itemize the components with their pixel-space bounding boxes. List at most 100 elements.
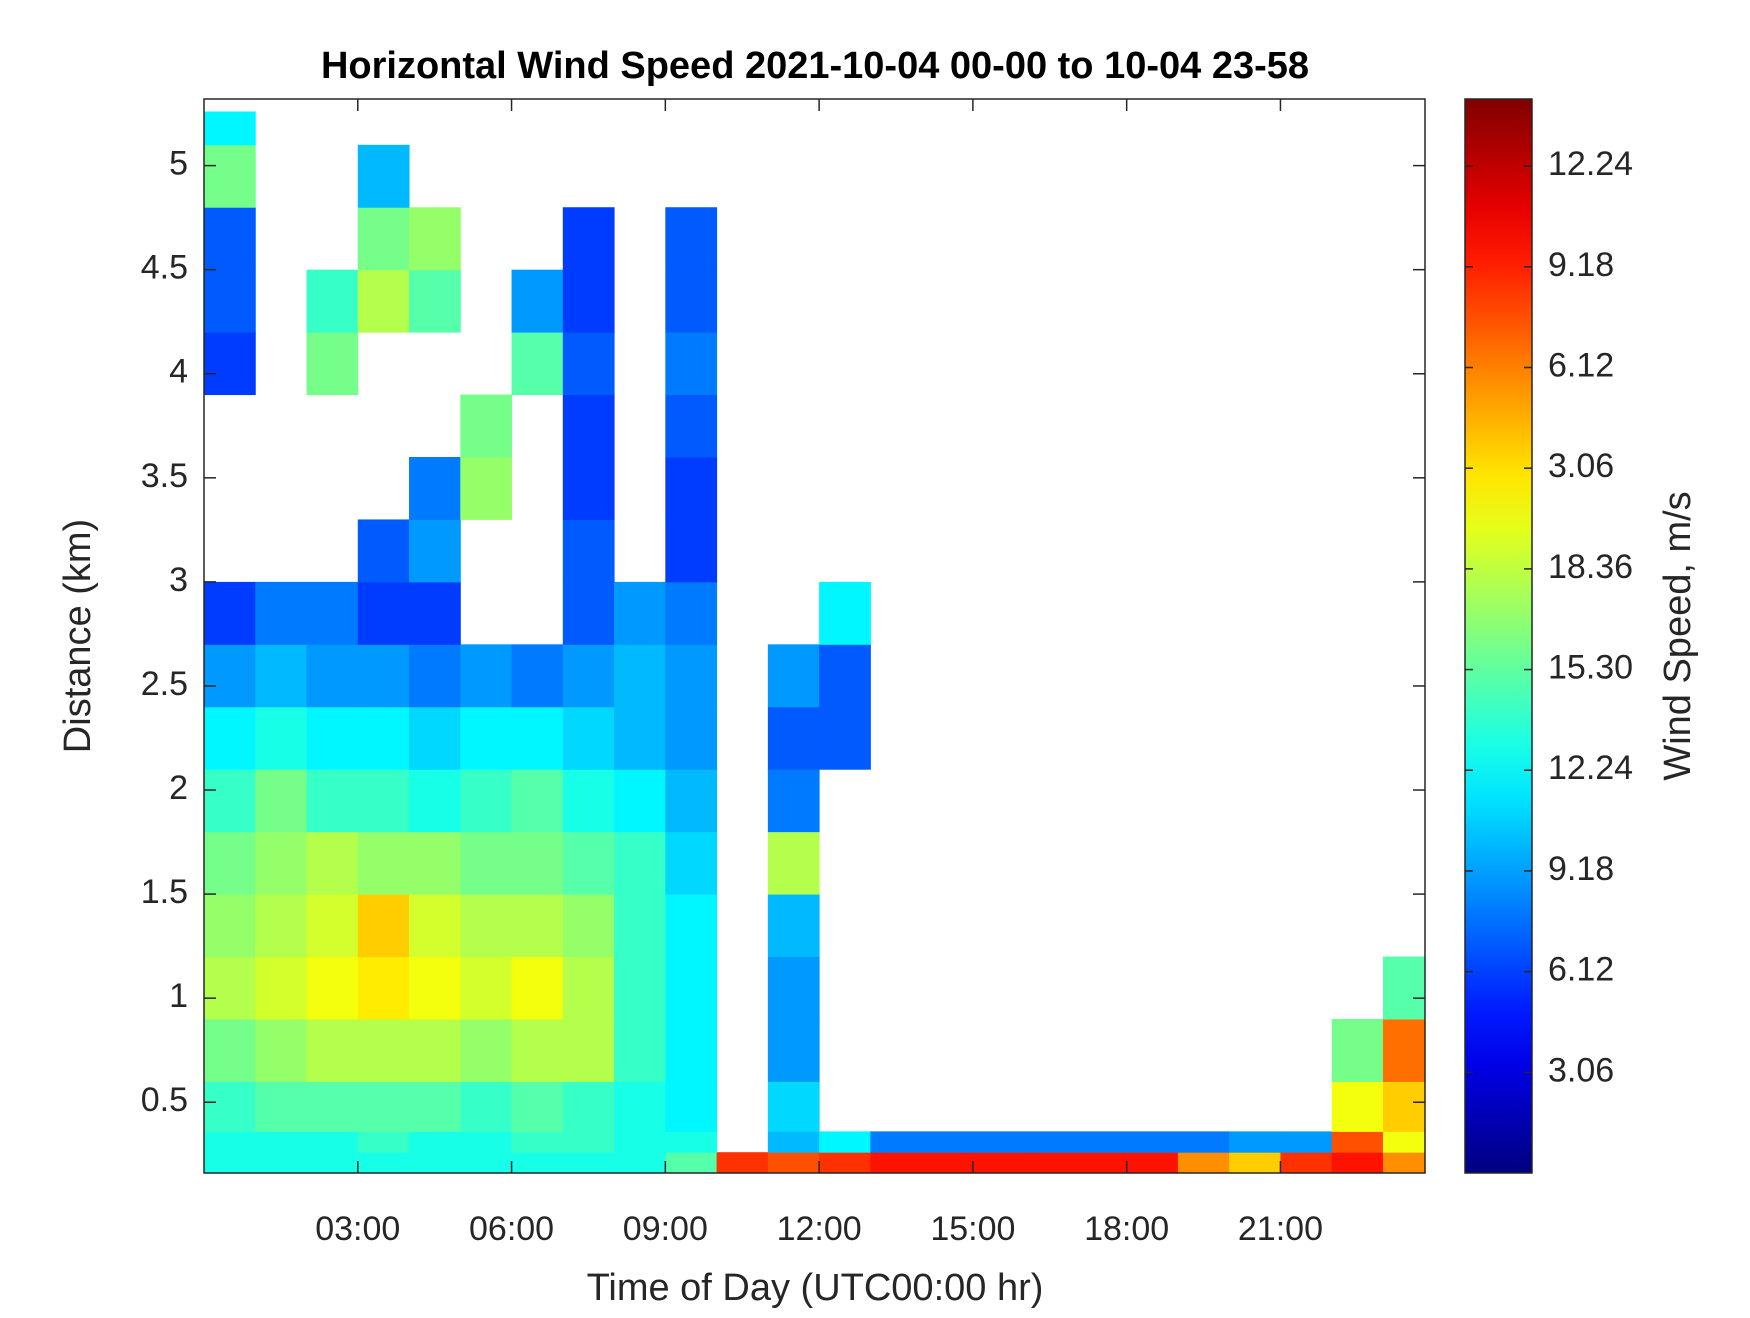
heatmap-cell	[1382, 956, 1426, 1020]
heatmap-cell	[409, 894, 461, 958]
heatmap-cell	[460, 1081, 513, 1132]
heatmap-cell	[306, 1152, 359, 1174]
heatmap-cell	[255, 894, 308, 958]
heatmap-cell	[665, 394, 718, 458]
y-tick-label: 1	[169, 977, 188, 1015]
heatmap-cell	[614, 644, 666, 708]
heatmap	[204, 111, 1426, 1174]
heatmap-cell	[665, 706, 718, 770]
heatmap-cell	[460, 644, 513, 708]
heatmap-cell	[562, 581, 615, 645]
colorbar-tick-label: 15.30	[1548, 649, 1633, 687]
heatmap-cell	[409, 207, 461, 271]
heatmap-cell	[204, 1018, 256, 1082]
heatmap-cell	[562, 831, 615, 895]
heatmap-cell	[204, 1131, 256, 1153]
heatmap-cell	[562, 1131, 615, 1153]
heatmap-cell	[562, 519, 615, 583]
colorbar-tick-label: 6.12	[1548, 346, 1614, 384]
heatmap-cell	[614, 1131, 666, 1153]
heatmap-cell	[819, 644, 871, 708]
heatmap-cell	[204, 956, 256, 1020]
heatmap-cell	[306, 769, 359, 833]
y-tick-label: 3	[169, 561, 188, 599]
heatmap-cell	[204, 1081, 256, 1132]
heatmap-cell	[306, 1018, 359, 1082]
heatmap-cell	[767, 956, 820, 1020]
heatmap-cell	[357, 769, 410, 833]
heatmap-cell	[511, 1131, 564, 1153]
heatmap-cell	[511, 332, 564, 396]
heatmap-cell	[306, 1081, 359, 1132]
heatmap-cell	[460, 1018, 513, 1082]
heatmap-cell	[1331, 1152, 1384, 1174]
heatmap-cell	[204, 332, 256, 396]
heatmap-cell	[972, 1131, 1025, 1153]
heatmap-cell	[1382, 1152, 1426, 1174]
heatmap-cell	[665, 457, 718, 520]
heatmap-cell	[255, 1131, 308, 1153]
heatmap-cell	[1126, 1131, 1179, 1153]
heatmap-cell	[665, 644, 718, 708]
heatmap-cell	[665, 831, 718, 895]
heatmap-cell	[665, 207, 718, 271]
heatmap-cell	[665, 581, 718, 645]
heatmap-cell	[562, 769, 615, 833]
heatmap-cell	[204, 769, 256, 833]
heatmap-cell	[562, 207, 615, 271]
heatmap-cell	[460, 956, 513, 1020]
y-tick-label: 3.5	[141, 457, 188, 495]
heatmap-cell	[409, 706, 461, 770]
heatmap-cell	[357, 519, 410, 583]
heatmap-cell	[1382, 1018, 1426, 1082]
x-tick-label: 21:00	[1238, 1210, 1323, 1248]
heatmap-cell	[306, 644, 359, 708]
heatmap-cell	[1331, 1131, 1384, 1153]
y-tick-label: 4.5	[141, 249, 188, 287]
y-tick-label: 1.5	[141, 873, 188, 911]
heatmap-cell	[306, 269, 359, 333]
heatmap-cell	[409, 1018, 461, 1082]
colorbar	[1464, 98, 1533, 1174]
heatmap-cell	[767, 1081, 820, 1132]
heatmap-cell	[665, 769, 718, 833]
heatmap-cell	[460, 1152, 513, 1174]
heatmap-cell	[562, 1081, 615, 1132]
heatmap-cell	[204, 111, 256, 146]
colorbar-tick-label: 9.18	[1548, 850, 1614, 888]
heatmap-cell	[255, 1018, 308, 1082]
heatmap-cell	[614, 1018, 666, 1082]
heatmap-cell	[255, 1081, 308, 1132]
heatmap-cell	[306, 706, 359, 770]
heatmap-cell	[409, 519, 461, 583]
heatmap-cell	[614, 1152, 666, 1174]
heatmap-cell	[409, 769, 461, 833]
x-tick-label: 18:00	[1084, 1210, 1169, 1248]
heatmap-cell	[614, 769, 666, 833]
heatmap-cell	[255, 956, 308, 1020]
heatmap-cell	[870, 1131, 923, 1153]
y-tick-label: 2.5	[141, 665, 188, 703]
heatmap-cell	[1075, 1131, 1128, 1153]
heatmap-cell	[614, 706, 666, 770]
heatmap-cell	[562, 269, 615, 333]
heatmap-cell	[1382, 1131, 1426, 1153]
heatmap-cell	[972, 1152, 1025, 1174]
heatmap-cell	[921, 1152, 974, 1174]
heatmap-cell	[306, 894, 359, 958]
heatmap-cell	[357, 581, 410, 645]
heatmap-cell	[819, 1152, 871, 1174]
heatmap-cell	[204, 831, 256, 895]
heatmap-cell	[204, 144, 256, 208]
heatmap-cell	[767, 894, 820, 958]
heatmap-cell	[204, 894, 256, 958]
heatmap-cell	[357, 144, 410, 208]
heatmap-cell	[1024, 1131, 1076, 1153]
heatmap-cell	[511, 769, 564, 833]
heatmap-cell	[255, 644, 308, 708]
heatmap-cell	[409, 1081, 461, 1132]
heatmap-cell	[357, 1018, 410, 1082]
heatmap-cell	[306, 332, 359, 396]
heatmap-cell	[409, 1152, 461, 1174]
heatmap-cell	[819, 1131, 871, 1153]
